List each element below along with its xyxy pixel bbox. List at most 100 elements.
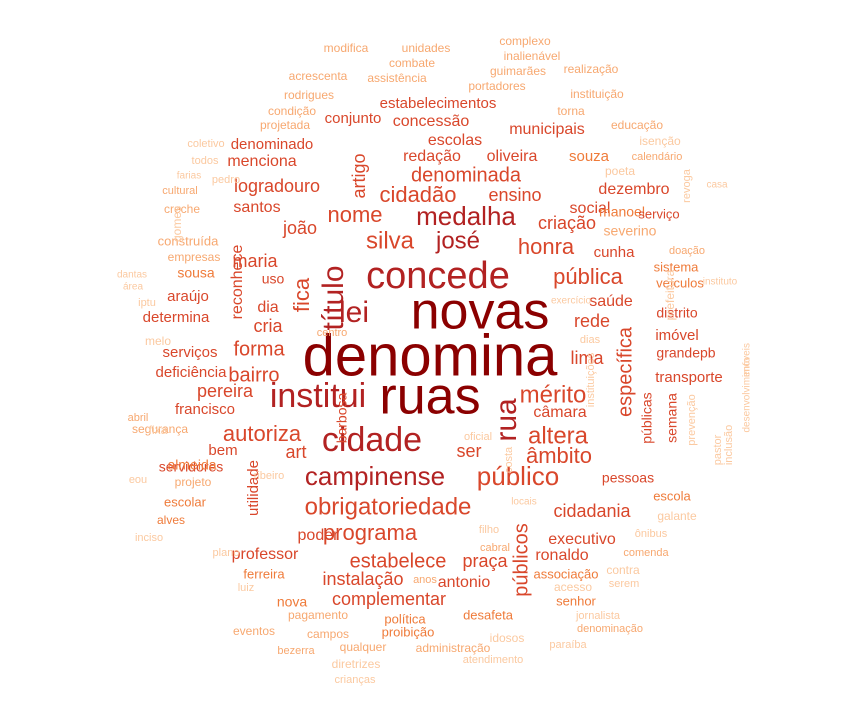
cloud-word: professor <box>232 546 299 563</box>
cloud-word: sousa <box>177 265 215 281</box>
cloud-word: eou <box>129 474 147 486</box>
cloud-word: diretrizes <box>332 657 381 671</box>
cloud-word: cabral <box>480 542 510 554</box>
cloud-word: estabelece <box>350 550 447 572</box>
cloud-word: reconhece <box>229 245 246 320</box>
cloud-word: veículos <box>656 275 704 290</box>
cloud-word: câmara <box>533 404 586 421</box>
cloud-word: denomina <box>303 323 558 388</box>
cloud-word: calendário <box>632 151 683 163</box>
cloud-word: paraíba <box>549 639 587 651</box>
cloud-word: joão <box>282 218 317 238</box>
cloud-word: crianças <box>335 674 376 686</box>
cloud-word: artigo <box>349 153 369 198</box>
cloud-word: acesso <box>554 580 592 594</box>
cloud-word: exercício <box>551 296 591 307</box>
cloud-word: coletivo <box>187 138 224 150</box>
cloud-word: severino <box>604 223 657 239</box>
cloud-word: utilidade <box>245 460 262 516</box>
cloud-word: título <box>317 265 350 330</box>
cloud-word: política <box>384 611 426 626</box>
cloud-word: fixa <box>149 423 168 437</box>
cloud-word: atendimento <box>463 654 524 666</box>
cloud-word: dia <box>257 299 278 316</box>
cloud-word: luiz <box>238 582 255 594</box>
cloud-word: desafeta <box>463 607 514 622</box>
cloud-word: assistência <box>367 71 427 85</box>
cloud-word: filho <box>479 524 499 536</box>
cloud-word: melo <box>145 334 171 348</box>
cloud-word: institui <box>270 377 366 415</box>
cloud-word: ensino <box>488 185 541 205</box>
cloud-word: souza <box>569 148 610 165</box>
cloud-word: municipais <box>509 121 585 138</box>
cloud-word: poeta <box>605 164 635 178</box>
cloud-word: pereira <box>197 381 254 401</box>
cloud-word: ronaldo <box>535 547 588 564</box>
cloud-word: creche <box>164 202 200 216</box>
cloud-word: estabelecimentos <box>380 95 497 112</box>
cloud-word: conjunto <box>325 110 382 127</box>
cloud-word: revoga <box>681 168 693 203</box>
cloud-word: executivo <box>548 531 616 548</box>
cloud-word: instituição <box>570 87 624 101</box>
cloud-word: deficiência <box>156 364 228 381</box>
cloud-word: centro <box>317 327 348 339</box>
cloud-word: escolar <box>164 494 207 509</box>
cloud-word: bezerra <box>277 645 315 657</box>
cloud-word: saúde <box>589 293 633 310</box>
cloud-word: concessão <box>393 113 470 130</box>
cloud-word: semana <box>664 393 680 443</box>
cloud-word: iptu <box>138 297 156 309</box>
cloud-word: âmbito <box>526 443 592 468</box>
cloud-word: acrescenta <box>289 69 348 83</box>
cloud-word: abril <box>128 412 149 424</box>
cloud-word: gomes <box>170 206 184 242</box>
cloud-word: praça <box>462 551 508 571</box>
cloud-word: casa <box>706 180 728 191</box>
cloud-word: prefeitura <box>663 269 677 320</box>
cloud-word: específica <box>614 326 636 417</box>
cloud-word: bairro <box>228 364 279 386</box>
cloud-word: antonio <box>438 574 491 591</box>
cloud-word: fica <box>289 277 314 312</box>
cloud-word: cidade <box>322 421 422 459</box>
cloud-word: jornalista <box>575 610 621 622</box>
cloud-word: modifica <box>324 41 369 55</box>
cloud-word: denominada <box>411 164 522 186</box>
cloud-word: altera <box>528 422 589 449</box>
cloud-word: empresas <box>168 250 221 264</box>
cloud-word: alves <box>157 513 185 527</box>
cloud-word: oficial <box>464 431 492 443</box>
cloud-word: proibição <box>382 624 435 639</box>
cloud-word: anos <box>413 574 437 586</box>
cloud-word: doação <box>669 245 705 257</box>
cloud-word: criação <box>538 213 596 233</box>
cloud-word: lima <box>570 348 604 368</box>
cloud-word: serviços <box>162 344 217 361</box>
cloud-word: combate <box>389 56 435 70</box>
cloud-word: bem <box>208 442 237 459</box>
cloud-word: qualquer <box>340 640 387 654</box>
cloud-word: dezembro <box>598 181 669 198</box>
cloud-word: dantas <box>117 270 147 281</box>
cloud-word: idosos <box>490 631 525 645</box>
cloud-word: cidadão <box>379 182 456 207</box>
cloud-word: silva <box>366 227 415 254</box>
cloud-word: ser <box>456 441 481 461</box>
cloud-word: área <box>123 282 143 293</box>
cloud-word: desenvolvimento <box>742 357 753 432</box>
cloud-word: ferreira <box>243 566 285 581</box>
cloud-word: serviço <box>638 206 679 221</box>
cloud-word: instalação <box>322 569 403 589</box>
cloud-word: pedro <box>212 174 240 186</box>
cloud-word: manoel <box>599 204 645 220</box>
cloud-word: ônibus <box>635 528 668 540</box>
cloud-word: distrito <box>656 305 697 321</box>
cloud-word: denominação <box>577 623 643 635</box>
cloud-word: medalha <box>416 201 516 231</box>
cloud-word: nova <box>277 594 308 610</box>
cloud-word: obrigatoriedade <box>305 493 472 520</box>
cloud-word: instituto <box>703 277 738 288</box>
cloud-word: pagamento <box>288 608 348 622</box>
